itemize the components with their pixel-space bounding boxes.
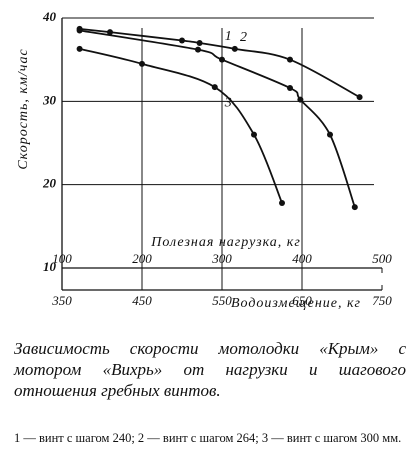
x2-tick-label: 350 xyxy=(51,293,72,308)
point xyxy=(287,85,293,91)
x2-tick-label: 550 xyxy=(212,293,232,308)
point xyxy=(327,131,333,138)
point xyxy=(351,204,358,211)
point xyxy=(251,131,257,138)
y-axis-label: Скорость, км/час xyxy=(16,48,31,169)
x2-tick-label: 650 xyxy=(292,293,312,308)
curve xyxy=(79,27,361,98)
x-tick-label: 500 xyxy=(372,251,392,266)
x2-axis-label: Водоизмещение, кг xyxy=(231,296,361,311)
curve-label: 3 xyxy=(224,95,232,110)
y-tick-label: 10 xyxy=(43,259,57,274)
point xyxy=(76,27,83,34)
point xyxy=(356,94,363,101)
point xyxy=(76,45,83,52)
curve-label: 1 xyxy=(225,29,232,44)
x2-tick-label: 450 xyxy=(132,293,152,308)
point xyxy=(196,40,203,46)
point xyxy=(179,37,185,44)
curve xyxy=(79,29,356,208)
point xyxy=(287,56,293,63)
point xyxy=(107,29,113,36)
point xyxy=(139,60,145,67)
point xyxy=(231,45,238,52)
x-tick-label: 100 xyxy=(52,251,72,266)
point xyxy=(279,200,285,206)
note: 1 — винт с шагом 240; 2 — винт с шагом 2… xyxy=(14,431,402,445)
caption: Зависимость скорости мотолодки «Крым» с … xyxy=(14,339,406,400)
y-tick-label: 20 xyxy=(42,176,57,191)
x-axis-label: Полезная нагрузка, кг xyxy=(150,235,301,250)
point xyxy=(195,46,201,53)
point xyxy=(211,84,218,91)
point xyxy=(219,56,225,63)
y-tick-label: 40 xyxy=(42,9,57,24)
point xyxy=(297,96,304,103)
curve-label: 2 xyxy=(240,30,247,45)
x2-tick-label: 750 xyxy=(372,293,392,308)
y-tick-label: 30 xyxy=(42,92,57,107)
